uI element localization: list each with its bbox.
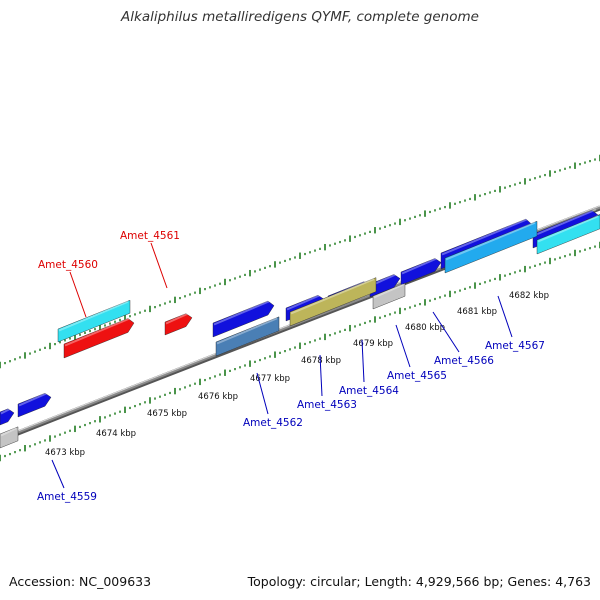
gene-body <box>57 299 131 343</box>
gene-label: Amet_4562 <box>243 372 303 429</box>
gene-label-text: Amet_4559 <box>37 491 97 503</box>
gene-label-text: Amet_4562 <box>243 417 303 429</box>
gene-label-text: Amet_4565 <box>387 370 447 382</box>
gene-feature <box>0 407 15 426</box>
gene-body <box>444 220 538 274</box>
gene-feature <box>164 311 193 336</box>
gene-label-text: Amet_4560 <box>38 259 98 271</box>
gene-feature <box>212 299 275 338</box>
gene-label-leader <box>361 339 365 383</box>
gene-highlight <box>533 208 597 237</box>
gene-label-leader <box>256 372 269 415</box>
gene-highlight <box>165 311 191 325</box>
gene-body <box>215 316 280 357</box>
gene-highlight <box>290 278 375 315</box>
gene-label-leader <box>395 324 411 368</box>
kbp-tick-label: 4682 kbp <box>509 291 549 301</box>
gene-highlight <box>58 300 129 332</box>
gene-label: Amet_4567 <box>485 295 545 352</box>
gene-features <box>0 208 600 449</box>
kbp-tick-label: 4677 kbp <box>250 374 290 384</box>
gene-feature <box>63 316 135 359</box>
gene-label-text: Amet_4566 <box>434 355 494 367</box>
gene-label-leader <box>432 311 460 353</box>
gene-label: Amet_4561 <box>120 230 180 289</box>
gene-feature <box>444 220 538 274</box>
gene-highlight <box>0 407 13 415</box>
gene-body <box>372 282 406 310</box>
tick-row-lower <box>0 241 600 462</box>
gene-feature <box>289 277 377 327</box>
gene-highlight <box>373 283 404 299</box>
kbp-tick-label: 4681 kbp <box>457 307 497 317</box>
gene-feature <box>0 426 19 449</box>
gene-feature <box>536 214 600 255</box>
kbp-tick-label: 4679 kbp <box>353 339 393 349</box>
tick-dots <box>0 154 600 462</box>
gene-label: Amet_4565 <box>387 324 447 382</box>
gene-feature <box>372 282 406 310</box>
gene-highlight <box>537 215 599 243</box>
topology-text: Topology: circular; Length: 4,929,566 bp… <box>247 574 591 589</box>
accession-text: Accession: NC_009633 <box>9 574 152 589</box>
gene-highlight <box>445 221 536 261</box>
kbp-tick-labels: 4673 kbp 4674 kbp 4675 kbp 4676 kbp 4677 kbp… <box>45 291 549 458</box>
gene-label: Amet_4564 <box>339 339 399 397</box>
gene-label: Amet_4559 <box>37 459 97 503</box>
gene-labels: Amet_4559 Amet_4560 Amet_4561 Amet_4562 Amet… <box>37 230 545 503</box>
gene-body <box>63 318 135 359</box>
gene-label: Amet_4560 <box>38 259 98 318</box>
gene-label-leader <box>497 295 513 338</box>
gene-feature <box>400 256 442 286</box>
gene-label: Amet_4566 <box>432 311 494 367</box>
gene-body <box>212 300 275 338</box>
gene-highlight <box>401 256 440 275</box>
gene-label-text: Amet_4567 <box>485 340 545 352</box>
gene-highlight <box>64 316 133 347</box>
kbp-tick-label: 4680 kbp <box>405 323 445 333</box>
gene-label-leader <box>69 271 87 318</box>
gene-highlight <box>441 217 531 256</box>
gene-label-leader <box>319 354 323 397</box>
gene-highlight <box>18 391 50 407</box>
kbp-tick-label: 4674 kbp <box>96 429 136 439</box>
map-title: Alkaliphilus metalliredigens QYMF, compl… <box>121 9 479 25</box>
gene-feature <box>57 299 131 343</box>
kbp-tick-label: 4676 kbp <box>198 392 238 402</box>
gene-body <box>164 313 193 336</box>
kbp-tick-label: 4673 kbp <box>45 448 85 458</box>
gene-body <box>536 214 600 255</box>
gene-highlight <box>0 427 17 437</box>
tick-row-upper <box>0 154 600 369</box>
kbp-tick-label: 4678 kbp <box>301 356 341 366</box>
gene-label-text: Amet_4564 <box>339 385 399 397</box>
gene-label-leader <box>51 459 65 489</box>
gene-highlight <box>286 293 323 311</box>
gene-label-text: Amet_4563 <box>297 399 357 411</box>
gene-body <box>289 277 377 327</box>
gene-highlight <box>216 317 278 345</box>
gene-label-leader <box>150 242 168 289</box>
gene-body <box>0 408 15 426</box>
gene-feature <box>17 391 52 418</box>
kbp-tick-label: 4675 kbp <box>147 409 187 419</box>
gene-body <box>0 426 19 449</box>
gene-body <box>369 274 401 298</box>
gene-body <box>400 258 442 286</box>
gene-label: Amet_4563 <box>297 354 357 411</box>
gene-body <box>17 392 52 418</box>
gene-feature <box>215 316 280 357</box>
gene-highlight <box>213 299 273 326</box>
gene-label-text: Amet_4561 <box>120 230 180 242</box>
